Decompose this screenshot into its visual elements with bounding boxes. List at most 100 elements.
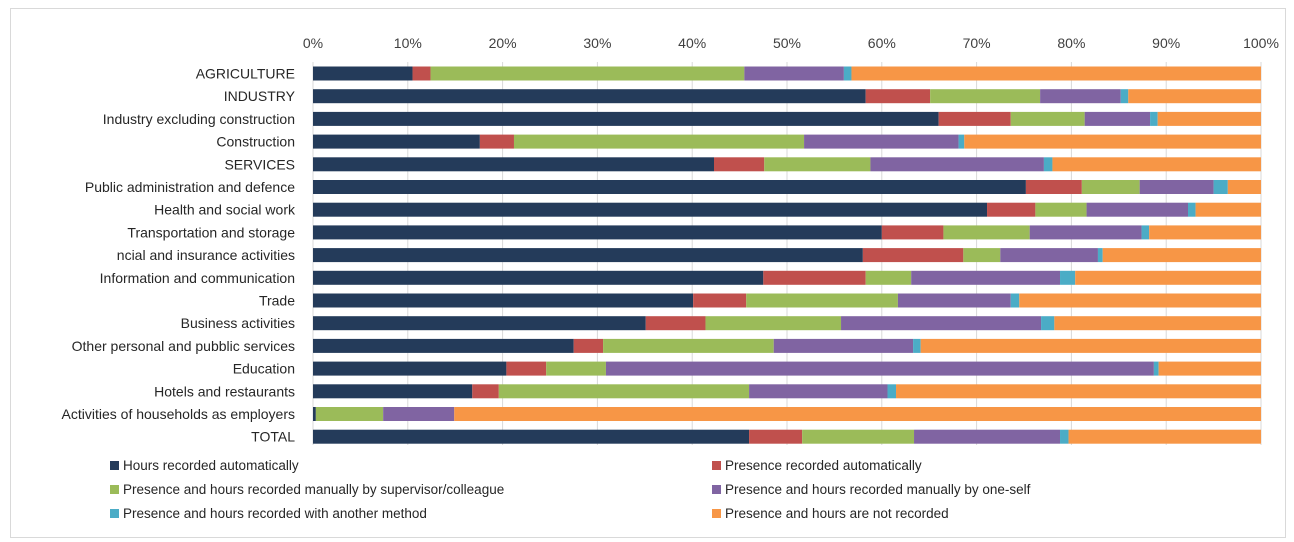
category-label: Health and social work — [154, 202, 296, 218]
bar-segment — [896, 384, 1261, 399]
x-tick-label: 50% — [773, 35, 801, 51]
category-label: ncial and insurance activities — [117, 247, 295, 263]
bar-segment — [862, 248, 964, 263]
bar-segment — [958, 134, 965, 149]
bar-segment — [938, 111, 1011, 126]
bar-segment — [1041, 316, 1055, 331]
bar-segment — [472, 384, 499, 399]
bar-segment — [313, 248, 863, 263]
bar-segment — [1097, 248, 1103, 263]
category-label: TOTAL — [251, 429, 295, 445]
bar-segment — [881, 225, 944, 240]
bar-segment — [313, 407, 316, 421]
bar-segment — [746, 293, 898, 308]
bar-segment — [313, 89, 866, 104]
bar-segment — [1052, 157, 1261, 172]
bar-segment — [313, 338, 574, 353]
legend-label: Presence and hours recorded manually by … — [725, 482, 1031, 497]
bar-segment — [1195, 202, 1261, 217]
bar-segment — [313, 293, 694, 308]
bar-segment — [1153, 361, 1159, 376]
bar-segment — [911, 270, 1061, 285]
bar-segment — [313, 225, 882, 240]
bar-segment — [1188, 202, 1196, 217]
legend-swatch — [712, 509, 721, 518]
bar-segment — [605, 361, 1154, 376]
legend-swatch — [110, 485, 119, 494]
bar-segment — [764, 157, 871, 172]
category-label: INDUSTRY — [224, 88, 296, 104]
bar-segment — [1081, 180, 1140, 194]
category-label: Activities of households as employers — [62, 406, 295, 422]
bar-segment — [313, 157, 715, 172]
bar-segment — [313, 66, 413, 81]
legend-label: Presence and hours recorded manually by … — [123, 482, 504, 497]
x-tick-label: 40% — [678, 35, 706, 51]
legend-swatch — [712, 461, 721, 470]
bar-segment — [744, 66, 844, 81]
bar-segment — [546, 361, 606, 376]
bar-segment — [479, 134, 514, 149]
category-label: Education — [233, 361, 295, 377]
legend-swatch — [712, 485, 721, 494]
bar-segment — [914, 429, 1061, 444]
legend-swatch — [110, 461, 119, 470]
bar-segment — [1139, 180, 1214, 194]
bar-segment — [851, 66, 1261, 81]
bar-segment — [1141, 225, 1150, 240]
category-label: Trade — [259, 293, 295, 309]
category-label: Industry excluding construction — [103, 111, 295, 127]
bar-segment — [313, 111, 939, 126]
bar-segment — [987, 202, 1036, 217]
bar-segment — [913, 338, 921, 353]
bar-segment — [1040, 89, 1121, 104]
bar-segment — [603, 338, 774, 353]
category-label: Business activities — [181, 315, 295, 331]
legend-label: Presence and hours are not recorded — [725, 506, 949, 521]
bar-segment — [1075, 270, 1261, 285]
bar-segment — [313, 361, 507, 376]
bar-segment — [315, 407, 384, 421]
legend: Hours recorded automatically Presence rec… — [110, 458, 1031, 521]
bar-segment — [506, 361, 547, 376]
bar-segment — [645, 316, 706, 331]
category-label: Other personal and pubblic services — [72, 338, 295, 354]
bar-segment — [897, 293, 1011, 308]
x-tick-label: 100% — [1243, 35, 1279, 51]
bar-segment — [714, 157, 765, 172]
bar-segment — [1060, 429, 1069, 444]
bar-segment — [930, 89, 1041, 104]
bar-segment — [513, 134, 805, 149]
bar-segment — [1128, 89, 1261, 104]
bar-segment — [454, 407, 1261, 421]
bar-segment — [763, 270, 866, 285]
category-label: AGRICULTURE — [196, 66, 295, 82]
bar-segment — [963, 248, 1001, 263]
bar-segment — [1010, 293, 1020, 308]
x-tick-label: 0% — [303, 35, 323, 51]
bar-segment — [705, 316, 842, 331]
bar-segment — [1120, 89, 1129, 104]
bar-segment — [1227, 180, 1261, 194]
bar-segment — [1102, 248, 1261, 263]
category-labels: AGRICULTURE INDUSTRY Industry excluding co… — [62, 66, 296, 445]
bar-segment — [1068, 429, 1261, 444]
bar-segment — [313, 202, 988, 217]
bar-segment — [1000, 248, 1098, 263]
bar-segment — [313, 384, 473, 399]
bar-segment — [887, 384, 897, 399]
bar-segment — [943, 225, 1030, 240]
bar-segment — [412, 66, 431, 81]
bar-segment — [865, 89, 931, 104]
bar-segment — [843, 66, 852, 81]
x-tick-label: 80% — [1057, 35, 1085, 51]
chart-frame — [10, 8, 1286, 538]
bar-segment — [1054, 316, 1261, 331]
bar-segment — [430, 66, 745, 81]
bar-segment — [1086, 202, 1189, 217]
legend-label: Presence and hours recorded with another… — [123, 506, 427, 521]
bar-segment — [693, 293, 747, 308]
x-tick-label: 60% — [868, 35, 896, 51]
legend-swatch — [110, 509, 119, 518]
bar-segment — [1084, 111, 1151, 126]
